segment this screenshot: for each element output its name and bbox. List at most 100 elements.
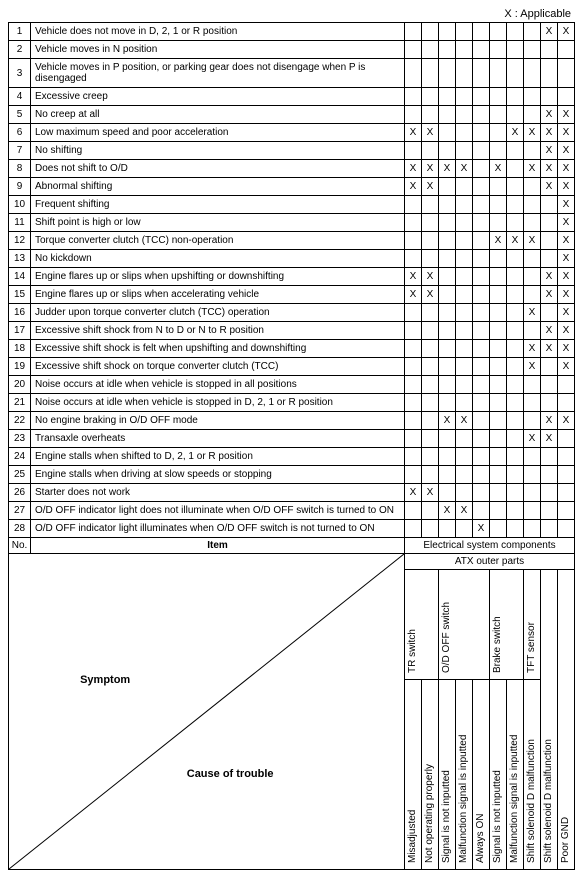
x-mark-cell: X [541,106,558,124]
x-mark-cell [422,502,439,520]
x-mark-cell: X [507,232,524,250]
x-mark-cell [422,448,439,466]
x-mark-cell [456,340,473,358]
x-mark-cell [422,304,439,322]
x-mark-cell [490,484,507,502]
x-mark-cell: X [524,124,541,142]
x-mark-cell [558,394,575,412]
x-mark-cell [405,214,422,232]
component-header: Shift solenoid D malfunction [541,570,558,870]
x-mark-cell [473,23,490,41]
symptom-label: Symptom [80,674,130,686]
symptom-text: Starter does not work [31,484,405,502]
table-row: 23Transaxle overheatsXX [9,430,575,448]
x-mark-cell [524,178,541,196]
symptom-text: No engine braking in O/D OFF mode [31,412,405,430]
x-mark-cell [422,23,439,41]
x-mark-cell [473,286,490,304]
x-mark-cell [524,502,541,520]
x-mark-cell [405,466,422,484]
x-mark-cell [473,178,490,196]
x-mark-cell [524,520,541,538]
x-mark-cell [524,214,541,232]
x-mark-cell [473,304,490,322]
x-mark-cell [524,268,541,286]
row-number: 19 [9,358,31,376]
row-number: 20 [9,376,31,394]
x-mark-cell [456,394,473,412]
x-mark-cell [507,466,524,484]
x-mark-cell [558,520,575,538]
x-mark-cell [439,106,456,124]
row-number: 22 [9,412,31,430]
symptom-text: Low maximum speed and poor acceleration [31,124,405,142]
symptom-text: Engine stalls when shifted to D, 2, 1 or… [31,448,405,466]
x-mark-cell: X [456,160,473,178]
x-mark-cell [456,23,473,41]
x-mark-cell [524,484,541,502]
row-number: 8 [9,160,31,178]
x-mark-cell: X [558,124,575,142]
x-mark-cell [541,88,558,106]
cause-header: Malfunction signal is inputted [507,680,524,870]
x-mark-cell: X [422,484,439,502]
symptom-text: Judder upon torque converter clutch (TCC… [31,304,405,322]
x-mark-cell: X [422,178,439,196]
row-number: 17 [9,322,31,340]
x-mark-cell: X [558,322,575,340]
row-number: 3 [9,59,31,88]
x-mark-cell [490,466,507,484]
table-row: 10Frequent shiftingX [9,196,575,214]
row-number: 5 [9,106,31,124]
table-row: 18Excessive shift shock is felt when ups… [9,340,575,358]
x-mark-cell [456,448,473,466]
symptom-text: Noise occurs at idle when vehicle is sto… [31,376,405,394]
row-number: 25 [9,466,31,484]
x-mark-cell: X [439,502,456,520]
symptom-text: No shifting [31,142,405,160]
x-mark-cell [507,376,524,394]
x-mark-cell [473,268,490,286]
x-mark-cell [507,484,524,502]
x-mark-cell [439,340,456,358]
x-mark-cell: X [558,250,575,268]
symptom-text: Torque converter clutch (TCC) non-operat… [31,232,405,250]
row-number: 27 [9,502,31,520]
x-mark-cell: X [541,178,558,196]
x-mark-cell [541,448,558,466]
x-mark-cell: X [558,304,575,322]
x-mark-cell [490,214,507,232]
x-mark-cell [490,23,507,41]
x-mark-cell [473,250,490,268]
x-mark-cell: X [541,322,558,340]
diagonal-cell: Symptom Cause of trouble [9,554,405,870]
x-mark-cell [422,41,439,59]
x-mark-cell: X [422,124,439,142]
x-mark-cell [490,358,507,376]
x-mark-cell [541,232,558,250]
x-mark-cell [405,340,422,358]
x-mark-cell [473,412,490,430]
x-mark-cell [456,196,473,214]
x-mark-cell [473,160,490,178]
x-mark-cell [439,484,456,502]
table-row: 9Abnormal shiftingXXXX [9,178,575,196]
x-mark-cell [558,502,575,520]
x-mark-cell [541,466,558,484]
table-row: 28O/D OFF indicator light illuminates wh… [9,520,575,538]
x-mark-cell [405,250,422,268]
x-mark-cell [473,142,490,160]
x-mark-cell [405,304,422,322]
component-header: Poor GND [558,570,575,870]
table-row: 21Noise occurs at idle when vehicle is s… [9,394,575,412]
x-mark-cell [558,484,575,502]
x-mark-cell [456,286,473,304]
symptom-text: Abnormal shifting [31,178,405,196]
row-number: 7 [9,142,31,160]
table-row: 6Low maximum speed and poor acceleration… [9,124,575,142]
x-mark-cell: X [490,160,507,178]
row-number: 2 [9,41,31,59]
x-mark-cell: X [439,412,456,430]
x-mark-cell [507,59,524,88]
x-mark-cell [541,196,558,214]
